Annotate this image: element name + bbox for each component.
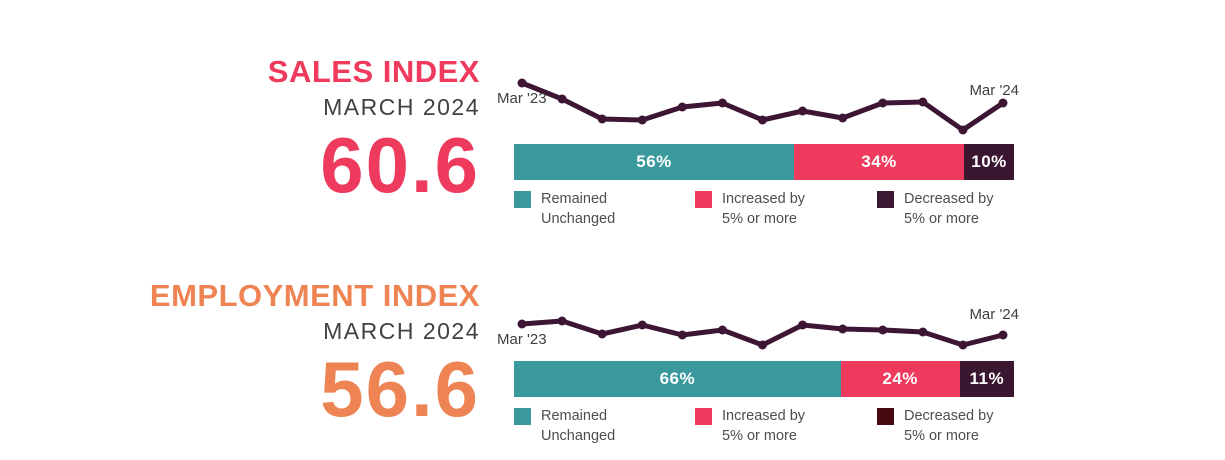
legend-swatch <box>514 191 531 208</box>
sales-heading-block: SALES INDEX MARCH 2024 60.6 <box>0 54 480 209</box>
data-point <box>798 320 808 330</box>
employment-charts-block: Mar '23 Mar '24 66% 24% 11% Remained Unchan… <box>497 280 1019 447</box>
data-point <box>677 330 687 340</box>
data-point <box>758 115 767 125</box>
legend-item: Remained Unchanged <box>514 189 695 230</box>
data-point <box>838 324 848 334</box>
bar-segment-11%: 11% <box>959 360 1014 397</box>
data-point <box>878 325 888 335</box>
bar-segment-24%: 24% <box>840 360 960 397</box>
data-point <box>798 106 808 116</box>
data-point <box>517 319 527 329</box>
legend-item: Increased by 5% or more <box>695 406 877 447</box>
legend-label: Decreased by 5% or more <box>904 407 994 444</box>
bar-segment-34%: 34% <box>794 144 964 180</box>
data-point <box>597 114 607 124</box>
legend-item: Remained Unchanged <box>514 406 695 447</box>
legend-label: Remained Unchanged <box>541 191 616 228</box>
legend-label: Remained Unchanged <box>541 407 616 444</box>
sales-index-section: SALES INDEX MARCH 2024 60.6 Mar '23 Mar … <box>0 56 1225 230</box>
sales-index-title: SALES INDEX <box>267 54 480 89</box>
data-point <box>998 98 1008 108</box>
sales-index-subtitle: MARCH 2024 <box>323 94 480 120</box>
sales-index-value: 60.6 <box>320 121 480 209</box>
bar-segment-66%: 66% <box>514 360 841 397</box>
sales-sparkline-start-label: Mar '23 <box>497 90 547 107</box>
bar-segment-10%: 10% <box>964 144 1014 180</box>
employment-sparkline: Mar '23 Mar '24 <box>497 307 1019 358</box>
legend-swatch <box>695 407 712 425</box>
sales-legend: Remained Unchanged Increased by 5% or more D… <box>514 189 1014 230</box>
employment-stacked-bar: 66% 24% 11% <box>514 360 1014 397</box>
data-point <box>677 102 687 112</box>
data-point <box>998 330 1008 340</box>
sales-sparkline: Mar '23 Mar '24 <box>497 72 1019 136</box>
data-point <box>958 125 968 135</box>
legend-label: Increased by 5% or more <box>722 407 806 444</box>
legend-item: Increased by 5% or more <box>695 189 877 230</box>
legend-swatch <box>695 191 712 208</box>
data-point <box>717 98 727 108</box>
employment-index-title: EMPLOYMENT INDEX <box>149 277 480 313</box>
employment-sparkline-start-label: Mar '23 <box>497 330 547 348</box>
employment-sparkline-end-label: Mar '24 <box>969 305 1019 323</box>
legend-swatch <box>877 191 894 208</box>
data-point <box>958 340 968 350</box>
employment-trend-chart <box>517 316 1008 350</box>
data-point <box>758 340 767 350</box>
data-point <box>557 94 567 104</box>
legend-swatch <box>877 407 894 425</box>
data-point <box>557 316 567 326</box>
data-point <box>637 115 647 125</box>
employment-index-section: EMPLOYMENT INDEX MARCH 2024 56.6 Mar '23… <box>0 280 1225 447</box>
sales-charts-block: Mar '23 Mar '24 56% 34% 10% Remained Unchan… <box>497 56 1019 230</box>
legend-label: Decreased by 5% or more <box>904 191 994 228</box>
employment-index-value: 56.6 <box>320 344 480 433</box>
sales-trend-chart <box>517 78 1008 135</box>
legend-swatch <box>514 407 531 425</box>
data-point <box>918 97 928 107</box>
data-point <box>717 325 727 335</box>
employment-heading-block: EMPLOYMENT INDEX MARCH 2024 56.6 <box>0 277 480 433</box>
data-point <box>517 78 527 88</box>
sales-sparkline-end-label: Mar '24 <box>969 82 1019 99</box>
data-point <box>597 329 607 339</box>
data-point <box>918 327 928 337</box>
data-point <box>878 98 888 108</box>
sales-stacked-bar: 56% 34% 10% <box>514 144 1014 180</box>
data-point <box>838 113 848 123</box>
data-point <box>637 320 647 330</box>
legend-label: Increased by 5% or more <box>722 191 806 228</box>
bar-segment-56%: 56% <box>514 144 794 180</box>
legend-item: Decreased by 5% or more <box>877 406 1014 447</box>
employment-index-subtitle: MARCH 2024 <box>323 317 480 344</box>
legend-item: Decreased by 5% or more <box>877 189 1014 230</box>
employment-legend: Remained Unchanged Increased by 5% or more D… <box>514 406 1014 447</box>
